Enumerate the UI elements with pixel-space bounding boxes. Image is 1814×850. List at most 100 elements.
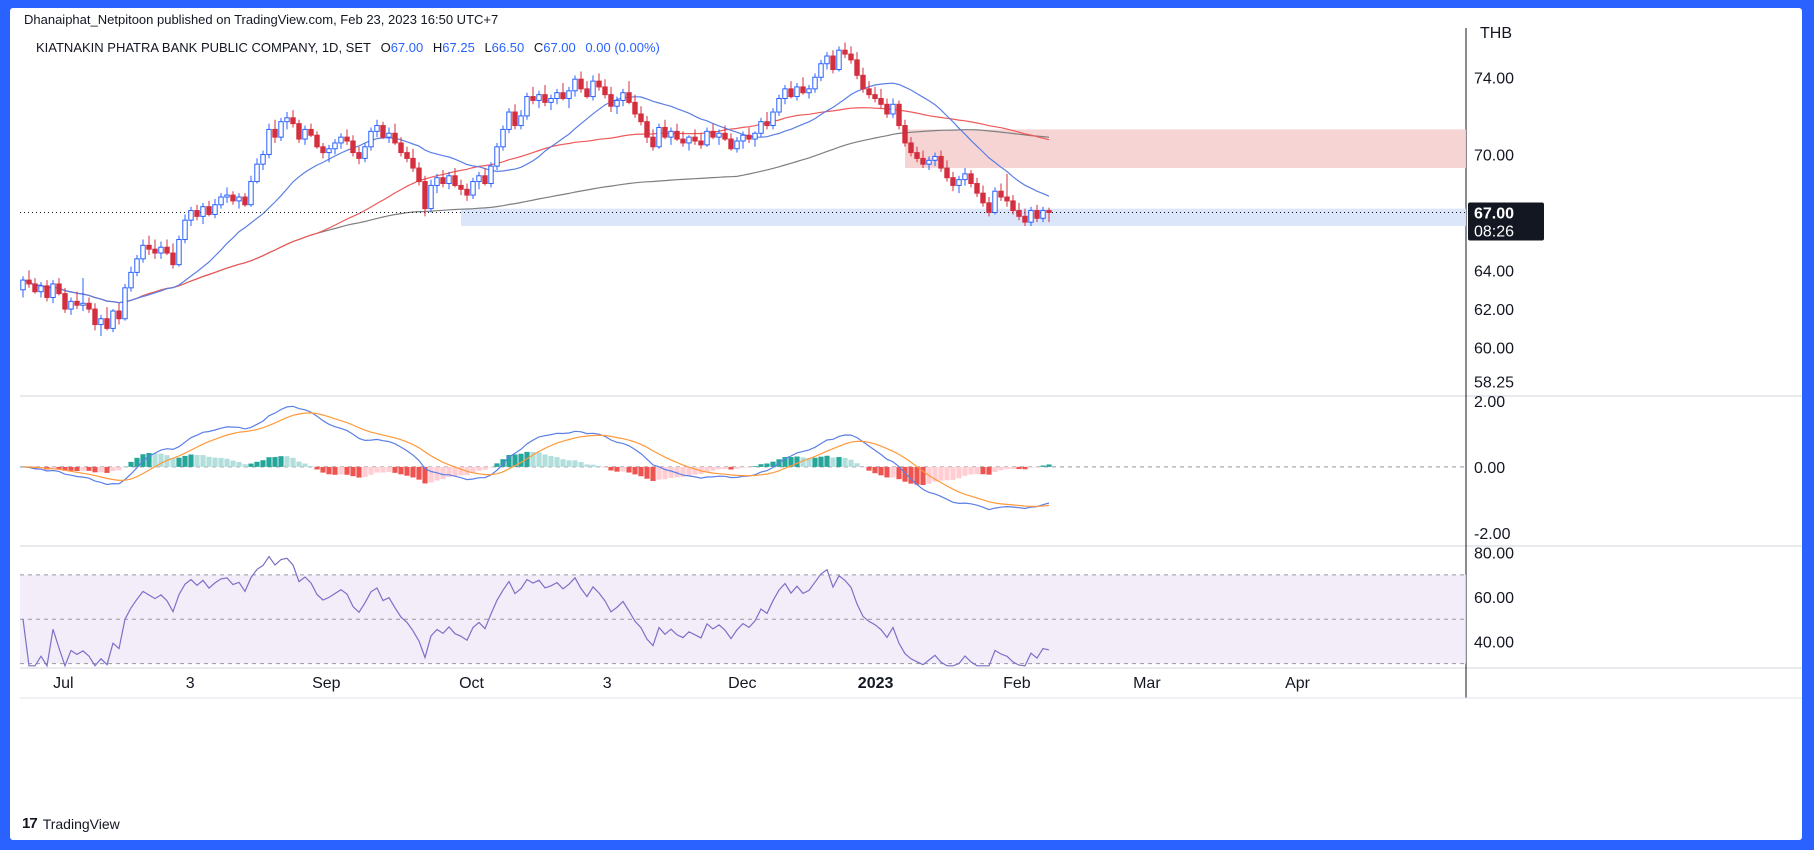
candle-down	[1046, 210, 1052, 213]
macd-histogram-bar	[860, 466, 866, 468]
candle-up	[326, 148, 332, 154]
candle-down	[908, 142, 914, 154]
candle-down	[788, 88, 794, 98]
candle-down	[116, 310, 122, 320]
countdown-label: 08:26	[1474, 223, 1514, 240]
macd-histogram-bar	[1022, 466, 1028, 470]
macd-histogram-bar	[188, 454, 194, 467]
macd-histogram-bar	[110, 466, 116, 472]
time-tick-label: 3	[603, 675, 612, 692]
macd-histogram-bar	[254, 461, 260, 467]
candle-down	[944, 167, 950, 179]
symbol-legend: KIATNAKIN PHATRA BANK PUBLIC COMPANY, 1D…	[36, 40, 660, 55]
candle-down	[848, 53, 854, 61]
macd-tick-label: 0.00	[1474, 460, 1505, 477]
macd-histogram-bar	[50, 466, 56, 469]
candle-down	[1034, 210, 1040, 219]
macd-histogram-bar	[158, 453, 164, 467]
macd-line	[22, 405, 1050, 511]
candle-up	[332, 142, 338, 150]
macd-histogram-bar	[854, 463, 860, 467]
currency-label: THB	[1480, 25, 1512, 42]
price-tick-label: 70.00	[1474, 148, 1514, 165]
candle-up	[500, 128, 506, 148]
candle-down	[680, 138, 686, 144]
macd-histogram-bar	[716, 466, 722, 470]
macd-histogram-bar	[986, 466, 992, 475]
candle-up	[38, 285, 44, 293]
candle-down	[878, 98, 884, 105]
candle-down	[308, 128, 314, 136]
macd-histogram-bar	[518, 453, 524, 467]
macd-histogram-bar	[752, 466, 758, 467]
candle-up	[68, 300, 74, 310]
change-value: 0.00 (0.00%)	[585, 40, 660, 55]
macd-histogram-bar	[818, 456, 824, 467]
macd-histogram-bar	[626, 466, 632, 473]
candle-up	[962, 173, 968, 181]
candle-down	[872, 94, 878, 100]
candle-up	[368, 130, 374, 148]
price-tick-label: 62.00	[1474, 302, 1514, 319]
macd-histogram-bar	[602, 466, 608, 468]
candle-down	[674, 130, 680, 140]
candle-down	[146, 244, 152, 250]
rsi-line	[22, 555, 1050, 668]
low-label: L	[484, 40, 492, 55]
macd-histogram-bar	[740, 466, 746, 468]
candle-down	[350, 140, 356, 154]
candle-up	[302, 128, 308, 140]
macd-histogram-bar	[746, 466, 752, 468]
macd-histogram-bar	[278, 456, 284, 467]
candle-down	[860, 74, 866, 90]
candle-down	[950, 177, 956, 186]
macd-histogram-bar	[944, 466, 950, 481]
macd-histogram-bar	[320, 466, 326, 473]
candle-down	[92, 308, 98, 326]
candle-up	[668, 130, 674, 138]
macd-histogram-bar	[314, 466, 320, 470]
candle-up	[260, 154, 266, 165]
candle-up	[782, 88, 788, 100]
candle-up	[506, 111, 512, 130]
candle-up	[212, 204, 218, 215]
candle-down	[320, 146, 326, 154]
macd-histogram-bar	[206, 456, 212, 467]
candle-down	[230, 194, 236, 202]
candle-down	[560, 92, 566, 100]
candle-down	[608, 94, 614, 107]
candle-down	[344, 136, 350, 142]
candle-down	[986, 202, 992, 213]
candle-down	[968, 173, 974, 185]
macd-histogram-bar	[830, 457, 836, 467]
candle-up	[932, 155, 938, 161]
candle-up	[752, 132, 758, 140]
candle-up	[224, 194, 230, 198]
price-chart[interactable]: THB74.0070.0064.0062.0060.0058.2567.0008…	[10, 8, 1802, 840]
macd-histogram-bar	[788, 457, 794, 467]
candle-up	[122, 287, 128, 320]
candle-down	[698, 140, 704, 146]
candle-down	[746, 134, 752, 140]
candle-up	[566, 90, 572, 100]
macd-histogram-bar	[782, 457, 788, 467]
candle-up	[776, 98, 782, 113]
candle-up	[134, 258, 140, 273]
candle-down	[842, 49, 848, 55]
candle-down	[194, 210, 200, 217]
macd-histogram-bar	[356, 466, 362, 478]
candle-up	[836, 49, 842, 71]
macd-histogram-bar	[722, 466, 728, 469]
candle-up	[1028, 210, 1034, 223]
candle-down	[530, 96, 536, 101]
macd-histogram-bar	[434, 466, 440, 481]
candle-up	[818, 63, 824, 78]
macd-histogram-bar	[452, 466, 458, 476]
candle-down	[290, 117, 296, 125]
macd-histogram-bar	[968, 466, 974, 475]
price-tick-label: 64.00	[1474, 263, 1514, 280]
candle-down	[662, 126, 668, 138]
candle-up	[1040, 210, 1046, 219]
macd-histogram-bar	[224, 458, 230, 467]
candle-down	[62, 293, 68, 310]
